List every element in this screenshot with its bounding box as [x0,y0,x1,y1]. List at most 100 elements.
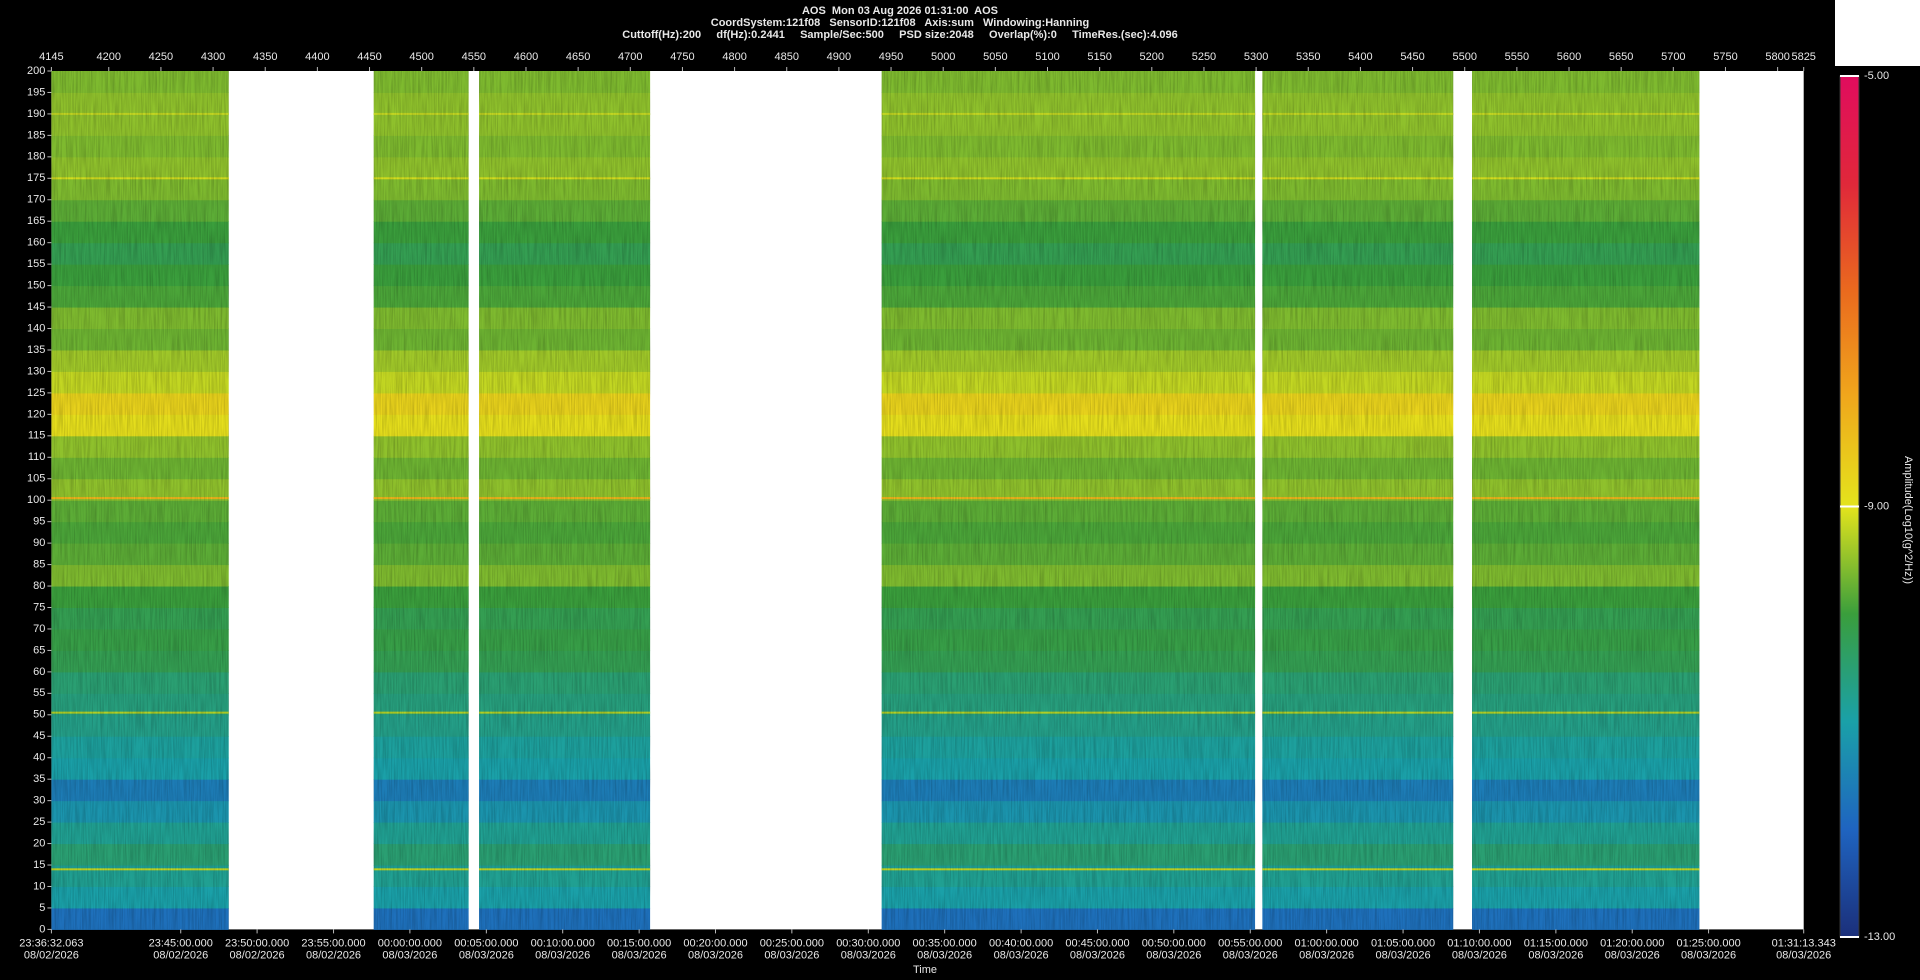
y-tick-label: 0 [39,923,45,935]
chart-subtitle: CoordSystem:121f08 SensorID:121f08 Axis:… [711,17,1089,29]
y-tick-label: 55 [33,687,45,699]
time-tick-label: 00:00:00.000 [378,937,442,949]
date-tick-label: 08/03/2026 [535,949,590,961]
y-tick-label: 5 [39,902,45,914]
date-tick-label: 08/03/2026 [382,949,437,961]
x-tick-label: 4900 [827,51,851,63]
x-tick-label: 5350 [1296,51,1320,63]
x-tick-label: 5000 [931,51,955,63]
y-tick-label: 10 [33,880,45,892]
date-tick-label: 08/02/2026 [153,949,208,961]
time-tick-label: 01:00:00.000 [1294,937,1358,949]
time-tick-label: 01:20:00.000 [1600,937,1664,949]
x-tick-label: 4850 [774,51,798,63]
time-tick-label: 00:35:00.000 [913,937,977,949]
x-tick-label: 4500 [409,51,433,63]
time-tick-label: 23:55:00.000 [301,937,365,949]
date-tick-label: 08/03/2026 [1146,949,1201,961]
corner-area [1835,0,1920,66]
date-tick-label: 08/03/2026 [459,949,514,961]
time-tick-label: 23:45:00.000 [149,937,213,949]
x-tick-label: 5600 [1557,51,1581,63]
chart-title: AOS Mon 03 Aug 2026 01:31:00 AOS [802,5,998,17]
texture [373,71,469,930]
y-tick-label: 140 [27,322,45,334]
x-tick-label: 4550 [462,51,486,63]
y-tick-label: 115 [28,430,46,442]
texture [1262,71,1454,930]
date-tick-label: 08/03/2026 [1776,949,1831,961]
y-tick-label: 70 [33,623,45,635]
date-tick-label: 08/03/2026 [1070,949,1125,961]
time-tick-label: 01:25:00.000 [1676,937,1740,949]
x-tick-label: 5550 [1505,51,1529,63]
time-tick-label: 00:15:00.000 [607,937,671,949]
y-tick-label: 35 [33,773,45,785]
texture [881,71,1256,930]
x-tick-label: 4750 [670,51,694,63]
x-tick-label: 5300 [1244,51,1268,63]
x-tick-label: 5200 [1140,51,1164,63]
date-tick-label: 08/03/2026 [612,949,667,961]
colorbar-tick-label: -9.00 [1864,500,1889,512]
x-tick-label: 5250 [1192,51,1216,63]
y-tick-label: 100 [27,494,45,506]
date-tick-label: 08/03/2026 [1223,949,1278,961]
time-tick-label: 00:05:00.000 [454,937,518,949]
y-tick-label: 195 [27,86,45,98]
y-tick-label: 45 [33,730,45,742]
x-tick-label: 4145 [39,51,63,63]
y-tick-label: 25 [33,816,45,828]
date-tick-label: 08/03/2026 [1452,949,1507,961]
date-tick-label: 08/02/2026 [306,949,361,961]
date-tick-label: 08/03/2026 [1605,949,1660,961]
date-tick-label: 08/02/2026 [24,949,79,961]
y-tick-label: 75 [33,601,45,613]
x-tick-label: 5400 [1348,51,1372,63]
texture [479,71,651,930]
x-tick-label: 4250 [149,51,173,63]
y-tick-label: 160 [27,237,45,249]
time-tick-label: 00:55:00.000 [1218,937,1282,949]
time-tick-label: 23:36:32.063 [19,937,83,949]
y-tick-label: 65 [33,644,45,656]
y-tick-label: 80 [33,580,45,592]
x-tick-label: 4350 [253,51,277,63]
time-tick-label: 01:05:00.000 [1371,937,1435,949]
time-tick-label: 01:31:13.343 [1772,937,1836,949]
colorbar-tick-label: -5.00 [1864,70,1889,82]
colorbar-tick-label: -13.00 [1864,931,1895,943]
x-tick-label: 5500 [1452,51,1476,63]
y-tick-label: 60 [33,666,45,678]
x-tick-label: 4450 [357,51,381,63]
x-tick-label: 4200 [97,51,121,63]
date-tick-label: 08/03/2026 [1528,949,1583,961]
x-tick-label: 5450 [1400,51,1424,63]
x-tick-label: 4700 [618,51,642,63]
texture [1472,71,1700,930]
date-tick-label: 08/03/2026 [688,949,743,961]
y-tick-label: 130 [27,365,45,377]
y-tick-label: 40 [33,752,45,764]
x-tick-label: 4800 [722,51,746,63]
x-tick-label: 4950 [879,51,903,63]
date-tick-label: 08/03/2026 [841,949,896,961]
x-axis-title: Time [913,964,937,976]
y-tick-label: 110 [28,451,46,463]
x-tick-label: 5150 [1087,51,1111,63]
x-tick-label: 4400 [305,51,329,63]
chart-subtitle: Cuttoff(Hz):200 df(Hz):0.2441 Sample/Sec… [622,29,1178,41]
y-tick-label: 190 [27,108,45,120]
time-tick-label: 01:15:00.000 [1524,937,1588,949]
time-tick-label: 00:45:00.000 [1065,937,1129,949]
y-tick-label: 30 [33,795,45,807]
y-tick-label: 95 [33,516,45,528]
time-tick-label: 00:30:00.000 [836,937,900,949]
x-tick-label: 5650 [1609,51,1633,63]
date-tick-label: 08/03/2026 [994,949,1049,961]
y-tick-label: 155 [27,258,45,270]
y-tick-label: 170 [27,194,45,206]
x-tick-label: 5825 [1791,51,1815,63]
y-tick-label: 15 [33,859,45,871]
